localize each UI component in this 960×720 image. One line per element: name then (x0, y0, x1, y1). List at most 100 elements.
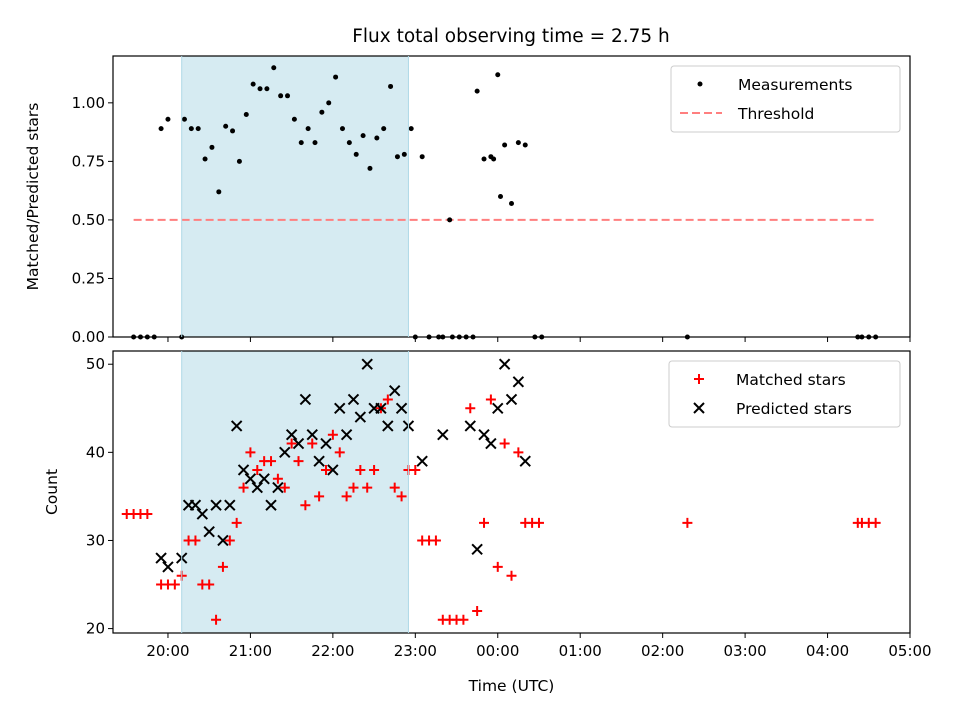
measurement-point (305, 126, 311, 132)
measurement-point (419, 154, 425, 160)
measurement-point (474, 88, 480, 94)
predicted-star-point (196, 508, 209, 520)
matched-star-point (389, 482, 400, 493)
predicted-star-point (416, 455, 428, 467)
matched-star-point (492, 561, 503, 572)
measurement-point (216, 189, 222, 195)
bottom-legend-box (668, 360, 901, 428)
predicted-star-point (375, 402, 387, 414)
measurement-point (333, 74, 339, 80)
y-tick-label: 0.50 (72, 211, 105, 229)
legend-predicted-cross (693, 402, 705, 414)
predicted-star-point (244, 473, 257, 485)
predicted-star-point (224, 499, 236, 511)
matched-star-point (382, 394, 393, 405)
measurement-point (367, 165, 373, 171)
predicted-star-point (203, 525, 215, 538)
x-tick-label: 21:00 (229, 642, 272, 660)
x-tick-label: 01:00 (559, 642, 602, 660)
predicted-star-point (395, 402, 408, 414)
measurement-point (360, 133, 366, 139)
predicted-star-point (285, 429, 298, 441)
measurement-point (388, 83, 394, 89)
measurement-point (394, 154, 400, 160)
predicted-star-point (340, 429, 353, 441)
legend-matched-plus (694, 374, 704, 384)
matched-star-point (465, 403, 476, 414)
measurement-point (447, 217, 453, 223)
x-tick-label: 00:00 (476, 642, 519, 660)
matched-stars-series (121, 394, 881, 625)
measurement-point (498, 194, 504, 199)
matched-star-point (355, 464, 366, 475)
bottom-y-axis-label: Count (43, 469, 61, 515)
matched-star-point (307, 438, 318, 449)
measurement-point (408, 126, 414, 132)
measurement-point (491, 156, 497, 162)
matched-star-point (341, 491, 352, 502)
y-tick-label: 0.25 (72, 269, 105, 287)
matched-star-point (499, 438, 510, 449)
legend-matched-label: Matched stars (736, 371, 846, 389)
measurement-point (230, 128, 236, 134)
measurement-point (188, 126, 194, 132)
predicted-star-point (471, 543, 483, 555)
x-axis-label: Time (UTC) (468, 677, 555, 695)
predicted-star-point (210, 499, 222, 511)
measurement-point (195, 126, 201, 132)
matched-star-point (472, 605, 483, 616)
top-legend-box (670, 65, 901, 133)
matched-star-point (217, 561, 228, 572)
measurement-point (278, 93, 284, 99)
predicted-star-point (327, 464, 339, 476)
y-tick-label: 1.00 (72, 94, 105, 112)
legend-predicted-label: Predicted stars (736, 400, 852, 418)
predicted-star-point (485, 437, 497, 450)
predicted-star-point (354, 411, 367, 423)
x-tick-label: 20:00 (146, 642, 189, 660)
x-tick-label: 04:00 (806, 642, 849, 660)
matched-star-point (430, 535, 441, 546)
measurement-point (401, 151, 407, 157)
measurement-point (264, 86, 270, 92)
legend-threshold-label: Threshold (737, 105, 814, 123)
matched-star-point (169, 579, 180, 590)
matched-star-point (506, 570, 517, 581)
top-observation-window (181, 56, 409, 337)
matched-star-point (293, 456, 304, 467)
matched-star-point (327, 429, 338, 440)
predicted-star-point (279, 446, 291, 459)
legend-matched-marker (694, 374, 704, 384)
measurement-point (243, 112, 249, 118)
legend-predicted-marker (693, 402, 705, 414)
matched-star-point (396, 491, 407, 502)
measurement-point (181, 116, 187, 122)
x-tick-label: 23:00 (394, 642, 437, 660)
measurement-point (223, 123, 229, 129)
matched-star-point (142, 509, 153, 520)
matched-star-point (334, 447, 345, 458)
predicted-stars-series (155, 358, 531, 573)
bottom-axes-frame (112, 350, 911, 634)
measurement-point (250, 81, 256, 87)
measurement-point (495, 72, 501, 78)
predicted-star-point (189, 499, 202, 511)
measurement-point (271, 65, 277, 71)
matched-star-point (369, 464, 380, 475)
predicted-star-point (347, 393, 360, 406)
predicted-star-point (437, 429, 449, 441)
chart-title: Flux total observing time = 2.75 h (352, 26, 670, 47)
measurement-point (522, 142, 528, 148)
predicted-star-point (313, 455, 325, 467)
top-panel: 0.00 0.25 0.50 0.75 1.00 Matched/Predicted s… (24, 55, 911, 346)
matched-star-point (231, 517, 242, 528)
matched-star-point (190, 535, 201, 546)
measurement-point (346, 140, 352, 146)
y-tick-label: 30 (86, 531, 105, 549)
measurement-point (481, 156, 487, 162)
bottom-legend: Matched stars Predicted stars (668, 360, 901, 428)
y-tick-label: 0.00 (72, 328, 105, 346)
matched-star-point (533, 517, 544, 528)
matched-star-point (204, 579, 215, 590)
